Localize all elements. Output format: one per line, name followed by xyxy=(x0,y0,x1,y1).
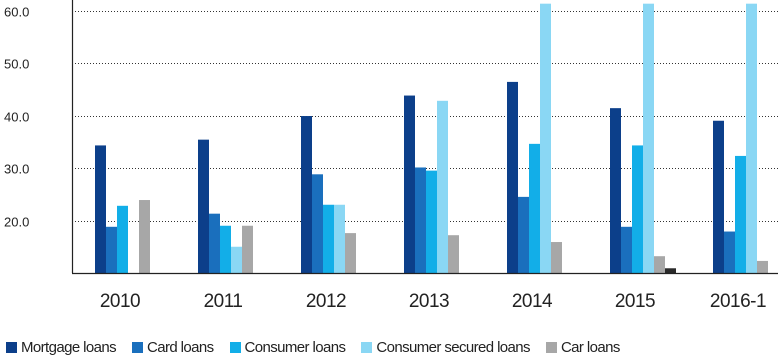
x-tick-label: 2016-1 xyxy=(710,291,766,312)
legend-swatch xyxy=(545,341,557,353)
x-tick-label: 2012 xyxy=(306,291,346,312)
legend-label: Consumer loans xyxy=(244,338,346,356)
bar xyxy=(540,3,551,274)
x-tick-label: 2013 xyxy=(409,291,449,312)
bar xyxy=(323,204,334,273)
legend-item: Mortgage loans xyxy=(6,338,117,356)
legend-label: Consumer secured loans xyxy=(376,338,530,356)
y-tick-label: 30.0 xyxy=(4,162,29,177)
bar xyxy=(746,3,757,274)
bar xyxy=(209,213,220,273)
legend-item: Consumer secured loans xyxy=(361,338,531,356)
bar xyxy=(507,81,518,274)
bar xyxy=(334,204,345,273)
x-tick-label: 2010 xyxy=(100,291,140,312)
legend-label: Mortgage loans xyxy=(21,338,117,356)
bar xyxy=(757,260,768,273)
y-tick-label: 50.0 xyxy=(4,57,29,72)
x-axis: 2010 2011 2012 2013 2014 2015 2016-1 xyxy=(72,272,778,312)
x-tick-label: 2014 xyxy=(512,291,553,312)
bar xyxy=(404,95,415,273)
legend-label: Card loans xyxy=(147,338,214,356)
y-tick-label: 60.0 xyxy=(4,5,29,20)
legend-item: Card loans xyxy=(132,339,214,356)
legend-label: Car loans xyxy=(560,338,620,356)
gridlines xyxy=(72,11,778,222)
bar xyxy=(437,100,448,273)
bar xyxy=(198,139,209,273)
bar xyxy=(301,116,312,274)
bar xyxy=(654,256,665,273)
legend-swatch xyxy=(6,341,17,353)
legend-swatch xyxy=(132,341,143,353)
bar xyxy=(415,167,426,273)
bar xyxy=(632,145,643,273)
y-tick-label: 20.0 xyxy=(4,215,29,230)
bar xyxy=(621,226,632,273)
legend: Mortgage loans Card loans Consumer loans Co… xyxy=(6,337,636,357)
legend-item: Car loans xyxy=(545,338,620,356)
bar xyxy=(117,205,128,273)
bar xyxy=(665,268,676,273)
bar xyxy=(448,235,459,273)
legend-swatch xyxy=(229,341,241,353)
bar xyxy=(610,108,621,274)
bar xyxy=(231,246,242,273)
bar xyxy=(312,174,323,273)
bar xyxy=(345,233,356,273)
x-tick-label: 2015 xyxy=(615,291,655,312)
y-axis: 20.0 30.0 40.0 50.0 60.0 xyxy=(4,0,74,273)
bar xyxy=(724,231,735,273)
bar xyxy=(735,155,746,273)
bar xyxy=(95,145,106,273)
legend-item: Consumer loans xyxy=(229,338,346,356)
bar xyxy=(242,225,253,273)
bar xyxy=(220,225,231,273)
bar xyxy=(106,226,117,273)
y-tick-label: 40.0 xyxy=(4,110,29,125)
bar xyxy=(518,196,529,273)
bar xyxy=(139,200,150,273)
bar xyxy=(713,120,724,273)
legend-swatch xyxy=(361,341,373,353)
x-tick-label: 2011 xyxy=(204,291,243,312)
bar xyxy=(643,3,654,274)
bars xyxy=(95,3,768,274)
bar xyxy=(529,143,540,273)
bar xyxy=(551,242,562,273)
bar xyxy=(426,170,437,273)
